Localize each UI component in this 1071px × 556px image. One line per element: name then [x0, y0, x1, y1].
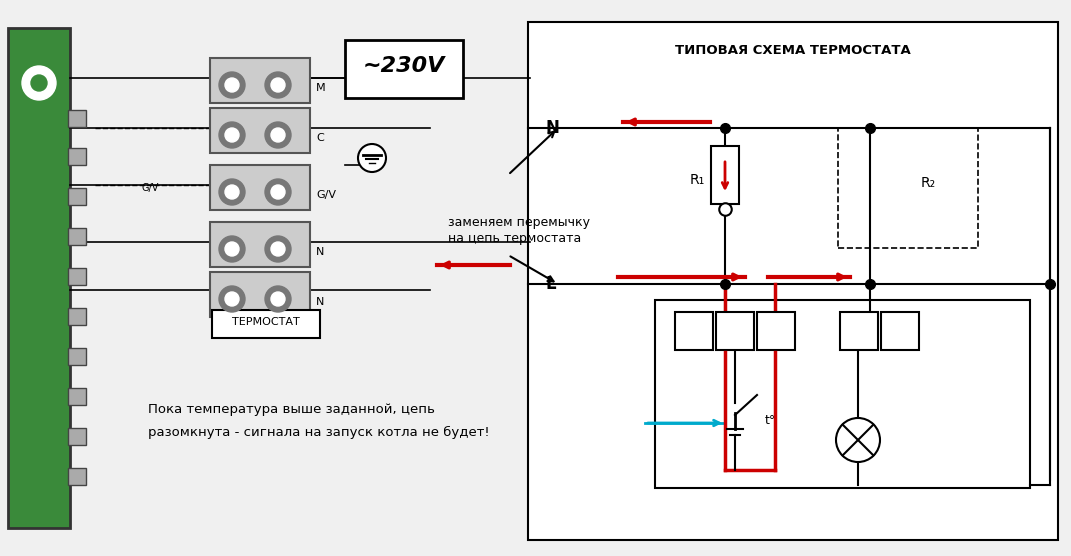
Text: N: N [316, 247, 325, 257]
Bar [881, 312, 919, 350]
Bar [7, 28, 70, 528]
Text: 3: 3 [689, 330, 699, 345]
Circle shape [271, 185, 285, 199]
Text: C: C [316, 133, 323, 143]
Text: 1: 1 [771, 330, 781, 345]
Circle shape [271, 242, 285, 256]
Bar [838, 128, 978, 248]
Text: G/V: G/V [141, 183, 159, 193]
Circle shape [31, 75, 47, 91]
Circle shape [265, 72, 291, 98]
Circle shape [836, 418, 880, 462]
Circle shape [218, 286, 245, 312]
Text: Пока температура выше заданной, цепь: Пока температура выше заданной, цепь [148, 404, 435, 416]
Text: N: N [316, 297, 325, 307]
Bar [67, 188, 86, 205]
Text: на цепь термостата: на цепь термостата [448, 231, 582, 245]
Text: R₂: R₂ [920, 176, 936, 190]
Circle shape [225, 242, 239, 256]
Circle shape [218, 236, 245, 262]
Bar [528, 22, 1058, 540]
Text: 6: 6 [894, 330, 905, 345]
Circle shape [225, 292, 239, 306]
Bar [67, 428, 86, 445]
Circle shape [218, 179, 245, 205]
Circle shape [358, 144, 386, 172]
Text: заменяем перемычку: заменяем перемычку [448, 216, 590, 229]
Circle shape [271, 78, 285, 92]
Circle shape [271, 128, 285, 142]
Circle shape [22, 66, 56, 100]
Bar [675, 312, 713, 350]
Bar [210, 165, 310, 210]
Text: ТЕРМОСТАТ: ТЕРМОСТАТ [232, 317, 300, 327]
Circle shape [225, 185, 239, 199]
Text: ~230V: ~230V [363, 56, 446, 76]
Circle shape [271, 292, 285, 306]
Circle shape [225, 78, 239, 92]
Text: t°: t° [765, 414, 776, 426]
Text: разомкнута - сигнала на запуск котла не будет!: разомкнута - сигнала на запуск котла не … [148, 425, 489, 439]
Bar [212, 310, 320, 338]
Bar [210, 222, 310, 267]
Bar [67, 228, 86, 245]
Text: 5: 5 [854, 330, 864, 345]
Bar [210, 272, 310, 317]
Circle shape [218, 122, 245, 148]
Text: N: N [546, 119, 560, 137]
Bar [210, 58, 310, 103]
Bar [67, 110, 86, 127]
Text: 4: 4 [729, 330, 740, 345]
Bar [210, 108, 310, 153]
Circle shape [265, 179, 291, 205]
Bar [67, 388, 86, 405]
Bar [67, 308, 86, 325]
Bar [67, 268, 86, 285]
Bar [711, 146, 739, 204]
Text: R₁: R₁ [690, 173, 705, 187]
Text: L: L [546, 275, 557, 293]
Circle shape [265, 122, 291, 148]
Bar [757, 312, 795, 350]
Circle shape [265, 236, 291, 262]
Bar [67, 148, 86, 165]
Bar [67, 348, 86, 365]
Bar [345, 40, 463, 98]
Bar [840, 312, 878, 350]
Text: M: M [316, 83, 326, 93]
Bar [655, 300, 1030, 488]
Circle shape [218, 72, 245, 98]
Text: G/V: G/V [316, 190, 336, 200]
Bar [716, 312, 754, 350]
Text: ТИПОВАЯ СХЕМА ТЕРМОСТАТА: ТИПОВАЯ СХЕМА ТЕРМОСТАТА [675, 43, 910, 57]
Bar [67, 468, 86, 485]
Circle shape [225, 128, 239, 142]
Circle shape [265, 286, 291, 312]
